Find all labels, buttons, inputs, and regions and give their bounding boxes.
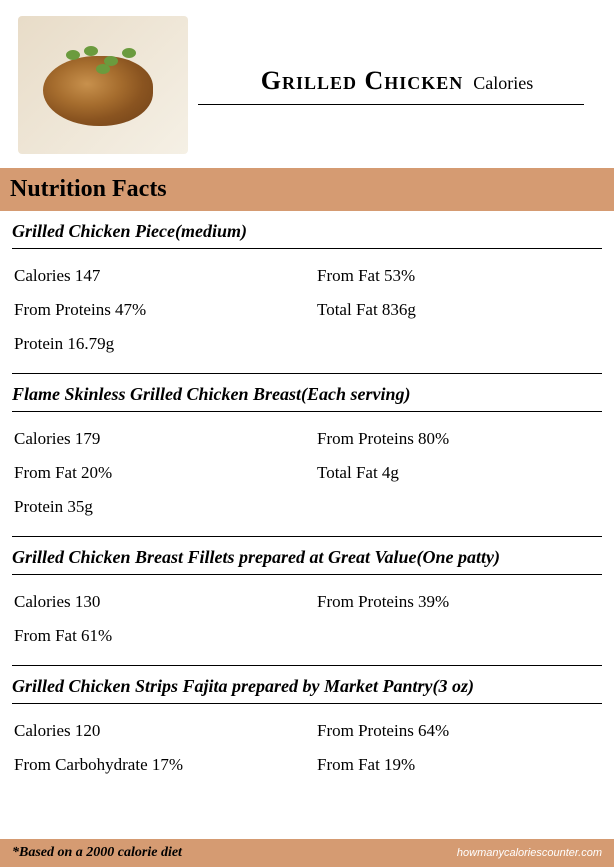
page-title-sub: Calories [473,73,533,93]
food-heading: Grilled Chicken Strips Fajita prepared b… [12,666,602,703]
fact-cell: From Fat 53% [307,259,602,293]
facts-grid: Calories 179 From Proteins 80% From Fat … [12,412,602,536]
fact-cell: Calories 130 [12,585,307,619]
header-row: Grilled Chicken Calories [0,0,614,168]
food-section-2: Grilled Chicken Breast Fillets prepared … [0,537,614,666]
facts-grid: Calories 130 From Proteins 39% From Fat … [12,575,602,665]
fact-cell: From Fat 20% [12,456,307,490]
page-title-main: Grilled Chicken [261,66,464,95]
food-section-1: Flame Skinless Grilled Chicken Breast(Ea… [0,374,614,537]
fact-cell: From Carbohydrate 17% [12,748,307,782]
title-underline [198,104,584,105]
fact-cell [307,327,602,361]
fact-cell: From Proteins 39% [307,585,602,619]
facts-grid: Calories 147 From Fat 53% From Proteins … [12,249,602,373]
footer-note: *Based on a 2000 calorie diet [12,845,182,861]
fact-cell: From Fat 61% [12,619,307,653]
fact-cell: From Proteins 80% [307,422,602,456]
footer-bar: *Based on a 2000 calorie diet howmanycal… [0,839,614,867]
food-heading: Grilled Chicken Breast Fillets prepared … [12,537,602,574]
fact-cell [307,619,602,653]
fact-cell: From Proteins 47% [12,293,307,327]
fact-cell [307,490,602,524]
fact-cell: Total Fat 836g [307,293,602,327]
food-heading: Flame Skinless Grilled Chicken Breast(Ea… [12,374,602,411]
fact-cell: From Proteins 64% [307,714,602,748]
nutrition-facts-bar: Nutrition Facts [0,168,614,211]
fact-cell: Protein 16.79g [12,327,307,361]
fact-cell: Calories 120 [12,714,307,748]
fact-cell: Calories 179 [12,422,307,456]
food-heading: Grilled Chicken Piece(medium) [12,211,602,248]
fact-cell: From Fat 19% [307,748,602,782]
food-section-3: Grilled Chicken Strips Fajita prepared b… [0,666,614,794]
food-section-0: Grilled Chicken Piece(medium) Calories 1… [0,211,614,374]
fact-cell: Protein 35g [12,490,307,524]
fact-cell: Calories 147 [12,259,307,293]
facts-grid: Calories 120 From Proteins 64% From Carb… [12,704,602,794]
fact-cell: Total Fat 4g [307,456,602,490]
food-photo [18,16,188,154]
footer-site: howmanycaloriescounter.com [457,847,602,859]
title-block: Grilled Chicken Calories [188,66,596,105]
